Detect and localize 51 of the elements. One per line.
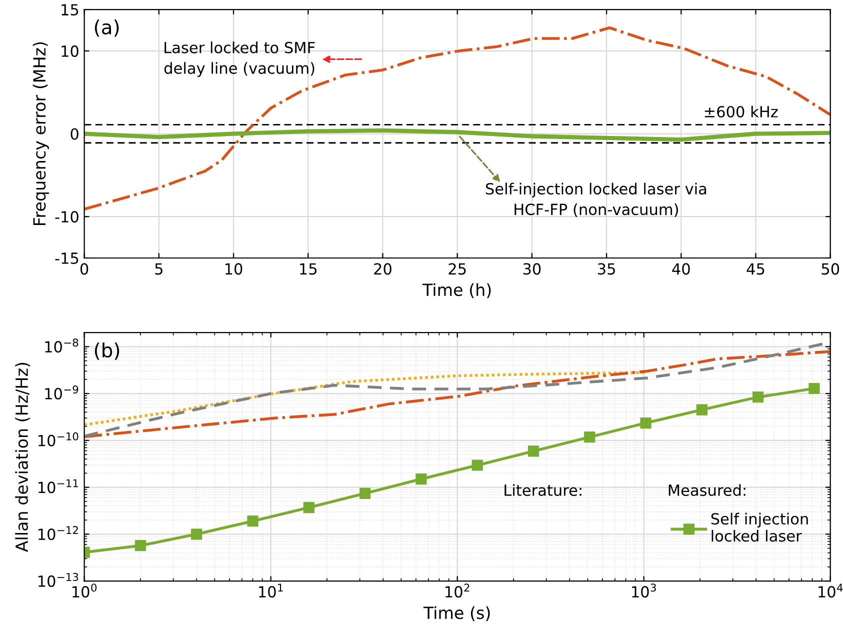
x-tick-label: 45	[746, 263, 764, 275]
x-tick-label: 10$^{1}$	[259, 584, 283, 598]
x-tick-label: 30	[523, 263, 541, 275]
ref-line-label: ±600 kHz	[704, 106, 778, 118]
y-tick-label: -15	[55, 252, 78, 264]
point	[359, 488, 371, 499]
point	[696, 404, 708, 416]
y-axis-title: Frequency error (MHz)	[32, 42, 49, 225]
point	[584, 431, 596, 443]
point	[808, 382, 820, 394]
annotation: Measured:	[668, 484, 746, 496]
x-tick-label: 10$^{3}$	[632, 584, 656, 598]
y-tick-label: 10$^{−11}$	[38, 479, 78, 494]
x-tick-label: 25	[448, 263, 466, 275]
x-tick-label: 10$^{2}$	[446, 584, 470, 598]
point	[472, 460, 483, 471]
x-tick-label: 10$^{4}$	[818, 584, 843, 598]
chart-title: (a)	[94, 19, 119, 37]
y-tick-label: 10$^{−8}$	[45, 338, 78, 353]
y-tick-label: -10	[55, 211, 78, 223]
x-tick-label: 50	[822, 263, 840, 275]
x-tick-label: 15	[300, 263, 316, 275]
x-tick-label: 5	[155, 263, 162, 275]
x-axis-title: Time (h)	[422, 283, 491, 298]
y-tick-label: 15	[62, 4, 78, 16]
annotation: Literature:	[504, 484, 582, 496]
annotation: Self-injection locked laser via HCF-FP (non-vacuum)	[486, 182, 706, 217]
x-axis-title: Time (s)	[423, 606, 490, 622]
point	[752, 392, 764, 403]
y-axis-title: Allan deviation (Hz/Hz)	[15, 362, 30, 552]
chart-title: (b)	[94, 342, 120, 360]
x-tick-label: 10	[225, 263, 242, 275]
y-tick-label: 10	[62, 45, 78, 57]
point	[528, 446, 540, 457]
point	[416, 473, 427, 485]
point	[247, 516, 258, 527]
x-tick-label: 40	[672, 263, 690, 275]
x-tick-label: 20	[374, 263, 392, 275]
point	[303, 502, 314, 514]
y-tick-label: 10$^{−10}$	[38, 432, 78, 446]
y-tick-label: 0	[70, 128, 78, 140]
annotation: Laser locked to SMF delay line (vacuum)	[164, 42, 315, 77]
point	[191, 528, 202, 540]
x-tick-label: 0	[80, 263, 88, 275]
legend-label: Self injection locked laser	[711, 512, 808, 542]
point	[134, 540, 146, 552]
y-tick-label: 10$^{−9}$	[45, 385, 78, 400]
point	[640, 417, 652, 429]
x-tick-label: 35	[598, 263, 615, 275]
y-tick-label: 10$^{−12}$	[38, 526, 78, 540]
line-series	[84, 128, 830, 142]
